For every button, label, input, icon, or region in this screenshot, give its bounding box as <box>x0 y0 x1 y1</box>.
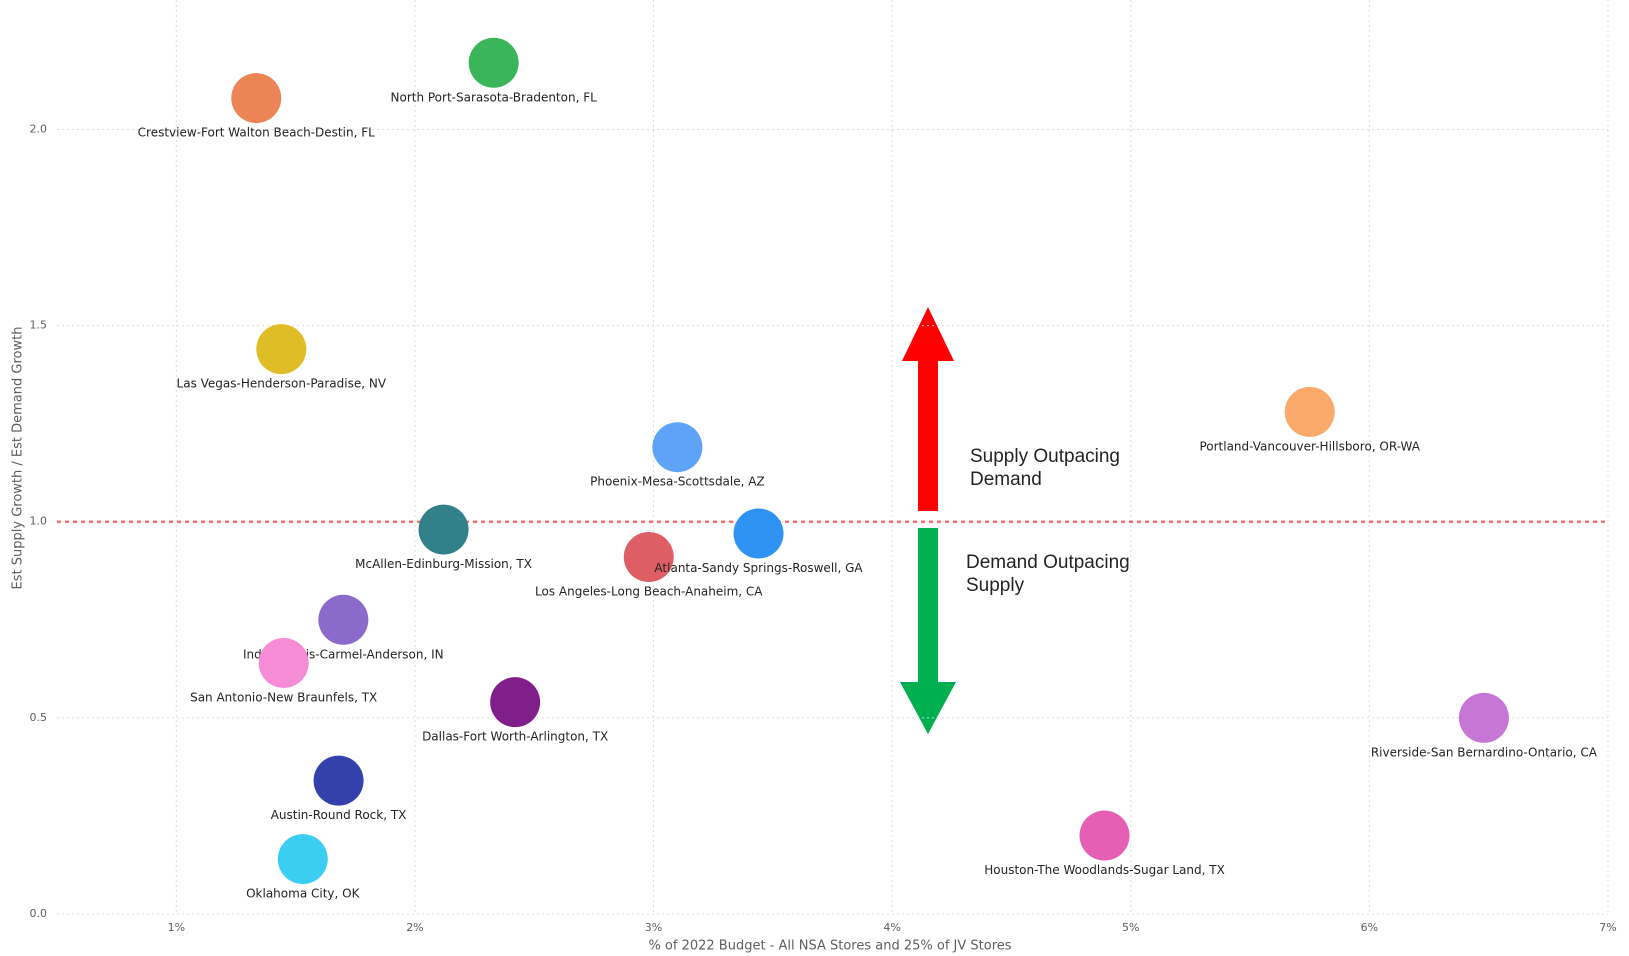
point-label: Las Vegas-Henderson-Paradise, NV <box>177 377 387 391</box>
point-label: Crestview-Fort Walton Beach-Destin, FL <box>138 126 375 140</box>
point <box>231 73 282 124</box>
annotation: Supply <box>966 575 1025 596</box>
point <box>733 508 784 559</box>
annotation: Demand <box>970 469 1042 490</box>
point-label: North Port-Sarasota-Bradenton, FL <box>391 90 598 104</box>
point <box>313 755 364 806</box>
y-tick-label: 1.0 <box>30 515 48 528</box>
point-label: Austin-Round Rock, TX <box>271 808 407 822</box>
y-tick-label: 1.5 <box>30 319 48 332</box>
y-tick-label: 0.5 <box>30 711 48 724</box>
x-tick-label: 7% <box>1599 921 1616 934</box>
x-axis-label: % of 2022 Budget - All NSA Stores and 25… <box>648 939 1011 954</box>
point-label: Phoenix-Mesa-Scottsdale, AZ <box>590 475 765 489</box>
annotation: Demand Outpacing <box>966 552 1130 573</box>
annotation: Supply Outpacing <box>970 446 1120 467</box>
point-label: Houston-The Woodlands-Sugar Land, TX <box>984 863 1225 877</box>
point-label: Riverside-San Bernardino-Ontario, CA <box>1371 745 1598 759</box>
point <box>418 504 469 555</box>
point <box>623 532 674 583</box>
point <box>1284 386 1335 437</box>
point-label: Atlanta-Sandy Springs-Roswell, GA <box>654 561 863 575</box>
x-tick-label: 6% <box>1361 921 1378 934</box>
y-axis-label: Est Supply Growth / Est Demand Growth <box>11 327 26 590</box>
point <box>258 637 309 688</box>
point <box>318 594 369 645</box>
point-label: Oklahoma City, OK <box>246 887 360 901</box>
x-tick-label: 1% <box>168 921 185 934</box>
x-tick-label: 5% <box>1122 921 1139 934</box>
y-tick-label: 0.0 <box>30 907 48 920</box>
point-label: Portland-Vancouver-Hillsboro, OR-WA <box>1199 439 1420 453</box>
point <box>1458 692 1509 743</box>
point-label: San Antonio-New Braunfels, TX <box>190 690 377 704</box>
point <box>490 677 541 728</box>
x-tick-label: 4% <box>883 921 900 934</box>
point <box>277 834 328 885</box>
point-label: Los Angeles-Long Beach-Anaheim, CA <box>535 585 763 599</box>
point <box>256 324 307 375</box>
point-label: Dallas-Fort Worth-Arlington, TX <box>422 730 608 744</box>
y-tick-label: 2.0 <box>30 122 48 135</box>
point-label: McAllen-Edinburg-Mission, TX <box>355 557 532 571</box>
point <box>652 422 703 473</box>
point <box>1079 810 1130 861</box>
down-arrow <box>900 528 956 734</box>
x-tick-label: 2% <box>406 921 423 934</box>
point <box>468 37 519 88</box>
up-arrow <box>902 307 954 511</box>
x-tick-label: 3% <box>645 921 662 934</box>
